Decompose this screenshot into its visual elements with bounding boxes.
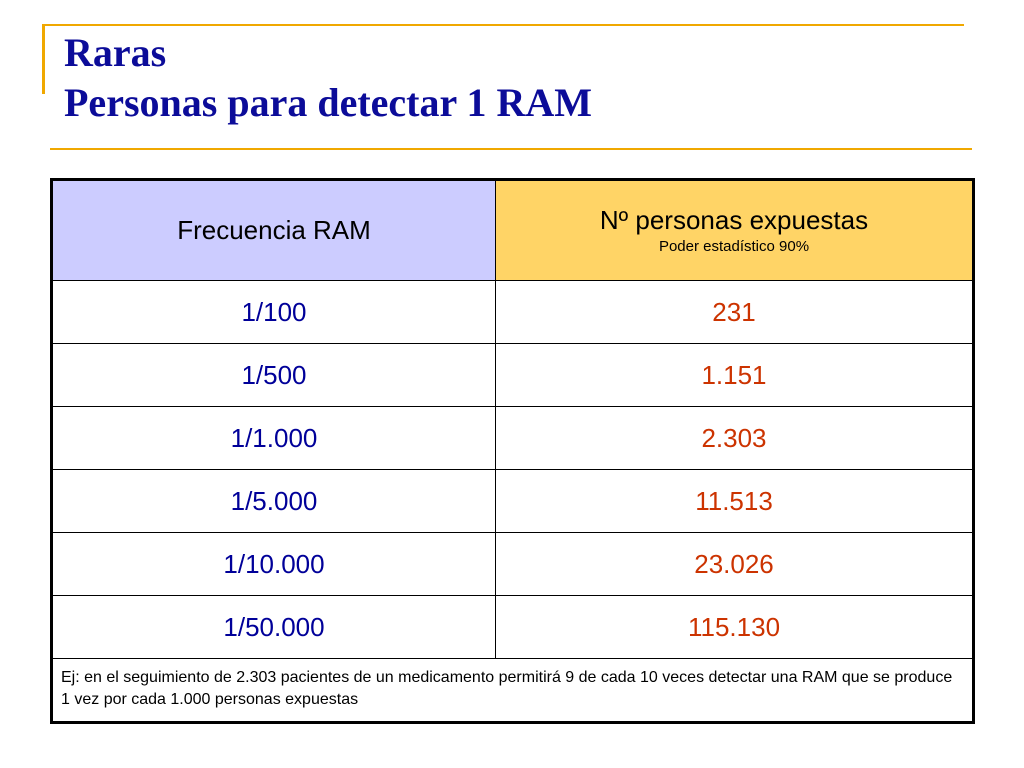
frequency-cell: 1/500: [51, 343, 496, 407]
table-row: 1/5.000 11.513: [51, 469, 974, 533]
header-persons: Nº personas expuestas Poder estadístico …: [495, 179, 974, 281]
table-row: 1/1.000 2.303: [51, 406, 974, 470]
slide-title: Raras Personas para detectar 1 RAM: [64, 28, 592, 128]
table-row: 1/10.000 23.026: [51, 532, 974, 596]
accent-line-bottom: [50, 148, 972, 150]
frequency-cell: 1/5.000: [51, 469, 496, 533]
title-line-2: Personas para detectar 1 RAM: [64, 80, 593, 125]
title-line-1: Raras: [64, 30, 167, 75]
frequency-table: Frecuencia RAM Nº personas expuestas Pod…: [50, 178, 975, 724]
table-row: 1/500 1.151: [51, 343, 974, 407]
persons-cell: 2.303: [495, 406, 974, 470]
persons-cell: 1.151: [495, 343, 974, 407]
table-row: 1/50.000 115.130: [51, 595, 974, 659]
accent-line-left: [42, 24, 45, 94]
persons-cell: 23.026: [495, 532, 974, 596]
frequency-cell: 1/1.000: [51, 406, 496, 470]
frequency-cell: 1/50.000: [51, 595, 496, 659]
frequency-cell: 1/100: [51, 280, 496, 344]
header-persons-label: Nº personas expuestas: [599, 204, 869, 235]
accent-line-top: [42, 24, 964, 26]
footnote-text: Ej: en el seguimiento de 2.303 pacientes…: [51, 658, 974, 723]
persons-cell: 231: [495, 280, 974, 344]
table-row: 1/100 231: [51, 280, 974, 344]
persons-cell: 11.513: [495, 469, 974, 533]
frequency-cell: 1/10.000: [51, 532, 496, 596]
table-header-row: Frecuencia RAM Nº personas expuestas Pod…: [51, 179, 974, 281]
footnote-row: Ej: en el seguimiento de 2.303 pacientes…: [51, 658, 974, 723]
header-frequency: Frecuencia RAM: [51, 179, 496, 281]
persons-cell: 115.130: [495, 595, 974, 659]
header-persons-subtitle: Poder estadístico 90%: [658, 237, 810, 255]
